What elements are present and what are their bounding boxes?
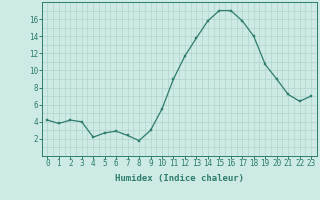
X-axis label: Humidex (Indice chaleur): Humidex (Indice chaleur): [115, 174, 244, 183]
